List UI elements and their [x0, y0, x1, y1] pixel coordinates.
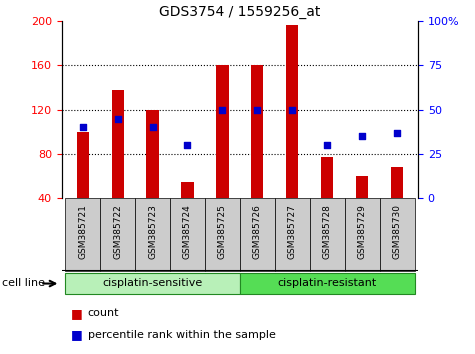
Bar	[146, 110, 159, 198]
FancyBboxPatch shape	[275, 198, 310, 271]
Point	[149, 125, 156, 130]
FancyBboxPatch shape	[135, 198, 170, 271]
Bar	[321, 157, 333, 198]
FancyBboxPatch shape	[65, 273, 240, 295]
Bar	[286, 24, 298, 198]
Text: count: count	[88, 308, 119, 318]
Point	[358, 133, 366, 139]
Text: GSM385726: GSM385726	[253, 204, 262, 259]
Point	[323, 142, 331, 148]
Text: GSM385727: GSM385727	[288, 204, 297, 259]
Text: percentile rank within the sample: percentile rank within the sample	[88, 330, 276, 339]
FancyBboxPatch shape	[380, 198, 415, 271]
FancyBboxPatch shape	[205, 198, 240, 271]
Text: GSM385722: GSM385722	[113, 204, 122, 259]
Text: GSM385728: GSM385728	[323, 204, 332, 259]
Text: cisplatin-resistant: cisplatin-resistant	[277, 278, 377, 288]
Text: GSM385725: GSM385725	[218, 204, 227, 259]
Point	[393, 130, 401, 136]
Point	[184, 142, 191, 148]
Text: GSM385723: GSM385723	[148, 204, 157, 259]
Text: GSM385729: GSM385729	[358, 204, 367, 259]
Text: ■: ■	[71, 328, 83, 341]
Point	[288, 107, 296, 113]
FancyBboxPatch shape	[345, 198, 380, 271]
FancyBboxPatch shape	[65, 198, 100, 271]
Bar	[112, 90, 124, 198]
Text: cisplatin-sensitive: cisplatin-sensitive	[103, 278, 203, 288]
Point	[254, 107, 261, 113]
Text: GSM385721: GSM385721	[78, 204, 87, 259]
Bar	[76, 132, 89, 198]
FancyBboxPatch shape	[170, 198, 205, 271]
Text: GSM385730: GSM385730	[392, 204, 401, 259]
Bar	[356, 176, 368, 198]
Text: GSM385724: GSM385724	[183, 204, 192, 259]
FancyBboxPatch shape	[310, 198, 345, 271]
Point	[114, 116, 122, 121]
Text: cell line: cell line	[2, 278, 46, 288]
FancyBboxPatch shape	[240, 273, 415, 295]
Bar	[216, 65, 228, 198]
Text: ■: ■	[71, 307, 83, 320]
FancyBboxPatch shape	[100, 198, 135, 271]
Bar	[391, 167, 403, 198]
Bar	[251, 65, 264, 198]
Point	[79, 125, 86, 130]
FancyBboxPatch shape	[240, 198, 275, 271]
Bar	[181, 182, 194, 198]
Title: GDS3754 / 1559256_at: GDS3754 / 1559256_at	[159, 5, 321, 19]
Point	[218, 107, 226, 113]
